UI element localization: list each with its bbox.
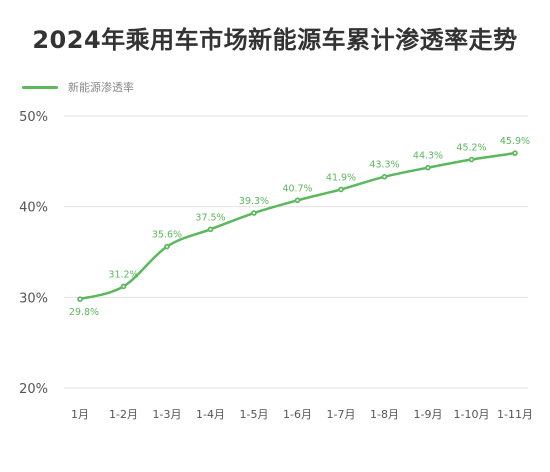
x-tick-label: 1-9月 [414, 408, 443, 421]
x-tick-label: 1-7月 [327, 408, 356, 421]
y-tick-label: 50% [19, 110, 48, 125]
data-label: 41.9% [326, 172, 356, 183]
data-label: 39.3% [239, 196, 269, 207]
data-label: 44.3% [413, 151, 443, 162]
data-point-center [252, 211, 256, 215]
x-tick-label: 1-6月 [283, 408, 312, 421]
data-point-center [78, 298, 82, 301]
x-tick-label: 1-10月 [454, 408, 490, 421]
data-point-center [296, 199, 299, 202]
data-label: 45.2% [456, 143, 486, 154]
data-point-center [513, 152, 517, 155]
legend-swatch [22, 85, 58, 89]
data-point-center [426, 166, 430, 169]
y-tick-label: 30% [19, 291, 48, 306]
data-label: 40.7% [282, 183, 312, 194]
data-point-center [165, 245, 169, 248]
chart-title: 2024年乘用车市场新能源车累计渗透率走势 [32, 26, 518, 54]
x-tick-label: 1月 [71, 408, 89, 421]
data-point-center [383, 175, 386, 178]
data-point-center [122, 285, 125, 288]
x-tick-label: 1-3月 [153, 408, 182, 421]
x-tick-label: 1-8月 [370, 408, 399, 421]
y-tick-label: 20% [19, 382, 48, 397]
legend-label: 新能源渗透率 [68, 81, 134, 94]
data-point-center [209, 228, 212, 231]
legend: 新能源渗透率 [22, 79, 134, 95]
data-label: 35.6% [152, 230, 182, 241]
data-point-center [339, 188, 343, 191]
x-tick-label: 1-5月 [240, 408, 269, 421]
series-line [78, 151, 517, 301]
data-point-center [470, 158, 473, 161]
x-tick-label: 1-4月 [196, 408, 225, 421]
data-label: 37.5% [195, 212, 225, 223]
data-label: 45.9% [500, 136, 530, 147]
x-tick-label: 1-11月 [497, 408, 533, 421]
x-tick-label: 1-2月 [109, 408, 138, 421]
data-label: 31.2% [108, 269, 138, 280]
data-label: 43.3% [369, 160, 399, 171]
data-label: 29.8% [69, 307, 99, 318]
y-tick-label: 40% [19, 201, 48, 216]
